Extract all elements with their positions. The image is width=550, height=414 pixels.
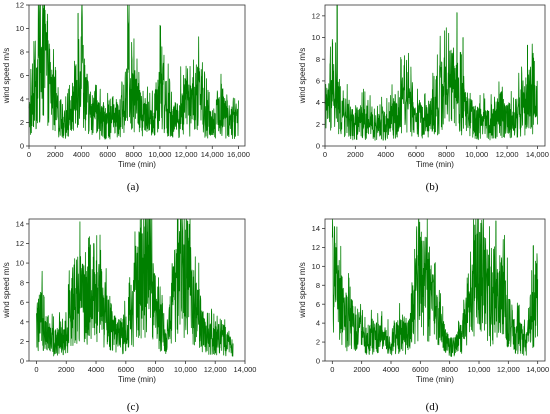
y-tick-label: 10 [16,259,24,268]
chart-panel-2: 0 2000 4000 6000 8000 10,000 12,000 14,000 0 2 4 6 8… [298,4,549,193]
wind-speed-series-line [324,4,538,141]
x-tick-label: 8000 [147,365,164,374]
x-axis-label: Time (min) [416,375,454,384]
y-tick-label: 8 [20,48,24,57]
panel-caption: (d) [426,401,439,413]
y-tick-label: 2 [20,118,24,127]
panel-caption: (a) [127,181,140,193]
y-tick-label: 8 [316,55,320,64]
x-tick-label: 2000 [347,150,364,159]
y-axis-label: wind speed m/s [2,262,11,319]
x-tick-label: 0 [34,365,38,374]
x-tick-label: 8000 [438,150,455,159]
x-tick-label: 10,000 [468,365,491,374]
x-tick-label: 2000 [47,150,64,159]
x-tick-label: 16,000 [227,150,250,159]
y-tick-label: 8 [316,281,320,290]
x-tick-label: 0 [27,150,31,159]
x-tick-label: 12,000 [497,365,520,374]
y-tick-label: 4 [316,98,320,107]
x-tick-label: 6000 [412,365,429,374]
y-axis-label: wind speed m/s [298,48,307,105]
wind-speed-series-line [331,218,539,357]
x-tick-label: 4000 [73,150,90,159]
y-axis-label: wind speed m/s [2,48,11,105]
x-tick-label: 2000 [58,365,75,374]
y-tick-label: 0 [20,357,24,366]
y-tick-label: 12 [16,1,24,10]
x-tick-label: 2000 [353,365,370,374]
y-tick-label: 10 [16,24,24,33]
y-tick-label: 8 [20,278,24,287]
x-tick-label: 10,000 [174,365,197,374]
y-tick-label: 10 [312,262,320,271]
x-tick-label: 6000 [99,150,116,159]
x-tick-label: 12,000 [204,365,227,374]
x-axis-label: Time (min) [416,160,454,169]
chart-panel-4: 0 2000 4000 6000 8000 10,000 12,000 14,000 0 2 4 6 8… [298,218,549,413]
y-tick-label: 4 [20,317,24,326]
panel-caption: (b) [426,181,439,193]
x-tick-label: 8000 [125,150,142,159]
x-tick-label: 14,000 [526,150,549,159]
y-tick-label: 0 [316,357,320,366]
y-tick-label: 2 [316,120,320,129]
y-tick-label: 12 [312,243,320,252]
x-tick-label: 4000 [377,150,394,159]
panel-caption: (c) [127,401,140,413]
chart-panel-1: 0 2000 4000 6000 8000 10,000 12,000 14,000 16,00… [2,1,250,193]
wind-speed-series-line [28,4,239,140]
y-tick-label: 12 [312,11,320,20]
x-tick-label: 8000 [441,365,458,374]
y-tick-label: 14 [16,219,24,228]
wind-speed-series-line [36,218,234,357]
y-tick-label: 2 [20,337,24,346]
x-tick-label: 12,000 [496,150,519,159]
x-tick-label: 6000 [117,365,134,374]
y-tick-label: 14 [312,224,320,233]
y-tick-label: 6 [20,71,24,80]
chart-panel-3: 0 2000 4000 6000 8000 10,000 12,000 14,000 0 2 4 6 8… [2,218,257,413]
plot-frame [324,218,546,362]
x-tick-label: 0 [323,150,327,159]
x-axis-label: Time (min) [118,375,156,384]
x-tick-label: 14,000 [526,365,549,374]
x-tick-label: 12,000 [175,150,198,159]
x-tick-label: 0 [330,365,334,374]
y-tick-label: 4 [316,319,320,328]
y-tick-label: 6 [316,77,320,86]
x-axis-label: Time (min) [118,160,156,169]
x-tick-label: 4000 [383,365,400,374]
y-tick-label: 6 [316,300,320,309]
plot-frame [324,4,546,147]
x-tick-label: 6000 [408,150,425,159]
x-tick-label: 10,000 [148,150,171,159]
y-tick-label: 10 [312,33,320,42]
y-tick-label: 12 [16,239,24,248]
plot-frame [28,218,246,362]
y-tick-label: 0 [316,142,320,151]
y-tick-label: 2 [316,338,320,347]
y-axis-label: wind speed m/s [298,262,307,319]
y-tick-label: 0 [20,142,24,151]
x-tick-label: 10,000 [465,150,488,159]
y-tick-label: 6 [20,298,24,307]
x-tick-label: 14,000 [201,150,224,159]
x-tick-label: 4000 [88,365,105,374]
y-tick-label: 4 [20,95,24,104]
x-tick-label: 14,000 [234,365,257,374]
